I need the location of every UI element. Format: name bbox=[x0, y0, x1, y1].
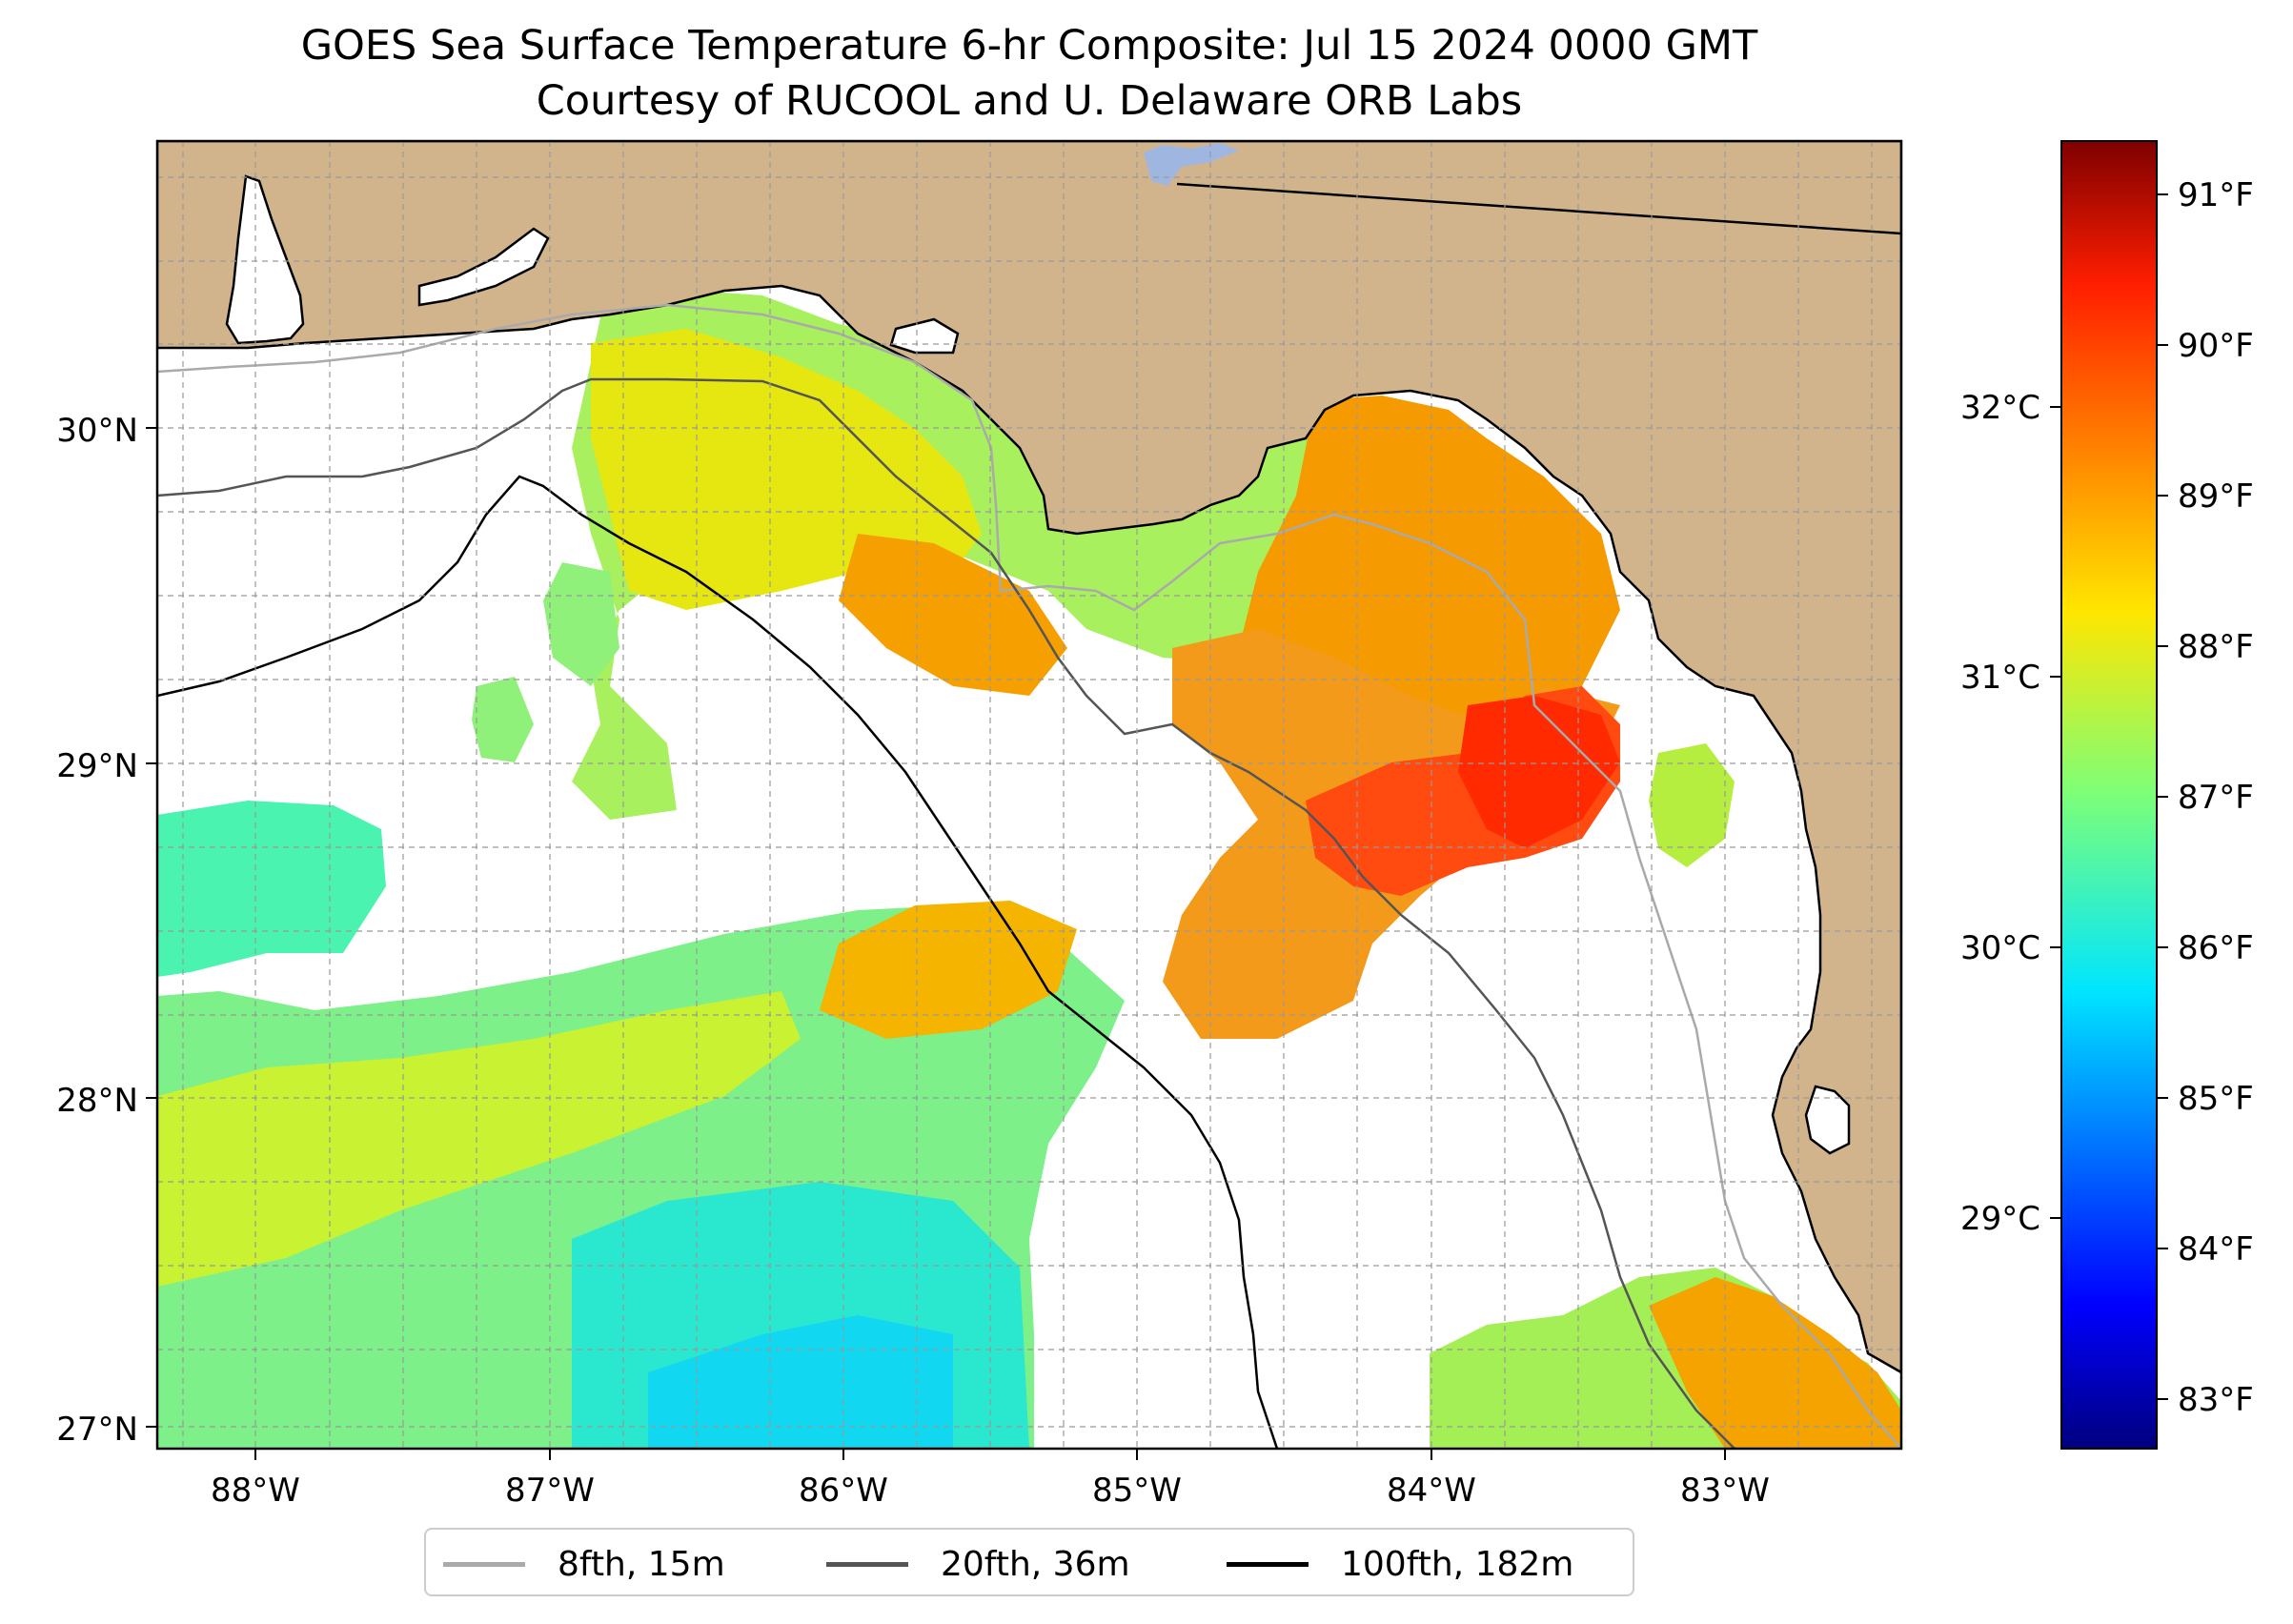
sst-small-green bbox=[472, 677, 534, 762]
legend-item-100fth: 100fth, 182m bbox=[1227, 1530, 1573, 1598]
legend-label-100fth: 100fth, 182m bbox=[1341, 1544, 1574, 1584]
legend-swatch-100fth bbox=[1227, 1561, 1309, 1567]
tick-marks bbox=[146, 427, 1726, 1460]
legend: 8fth, 15m 20fth, 36m 100fth, 182m bbox=[424, 1528, 1634, 1596]
colorbar bbox=[2060, 140, 2158, 1450]
gridlines bbox=[157, 141, 1901, 1449]
state-boundary bbox=[1176, 182, 1901, 235]
contour-100fth bbox=[157, 475, 1279, 1449]
contour-20fth bbox=[157, 377, 1735, 1449]
sst-south-yellow bbox=[157, 991, 801, 1287]
lat-label-28n: 28°N bbox=[56, 1082, 138, 1120]
contour-8fth bbox=[157, 303, 1901, 1449]
chart-subtitle: Courtesy of RUCOOL and U. Delaware ORB L… bbox=[536, 77, 1523, 125]
lake bbox=[1144, 143, 1239, 186]
sst-hotspot bbox=[1458, 696, 1620, 848]
cbar-f-87: 87°F bbox=[2178, 779, 2254, 817]
lon-label-83w: 83°W bbox=[1680, 1472, 1770, 1510]
lon-label-87w: 87°W bbox=[505, 1472, 595, 1510]
lat-label-30n: 30°N bbox=[56, 412, 138, 450]
cbar-f-91: 91°F bbox=[2178, 176, 2254, 214]
cbar-f-86: 86°F bbox=[2178, 929, 2254, 967]
sst-mid-orange bbox=[820, 901, 1077, 1039]
legend-item-20fth: 20fth, 36m bbox=[826, 1530, 1130, 1598]
legend-label-8fth: 8fth, 15m bbox=[558, 1544, 725, 1584]
colorbar-ticks bbox=[2050, 193, 2168, 1400]
cbar-f-83: 83°F bbox=[2178, 1381, 2254, 1419]
sst-central-orange bbox=[839, 534, 1067, 696]
cbar-c-32: 32°C bbox=[1960, 389, 2040, 427]
tampa-bay bbox=[1804, 1085, 1851, 1155]
lon-label-88w: 88°W bbox=[211, 1472, 300, 1510]
legend-label-20fth: 20fth, 36m bbox=[941, 1544, 1130, 1584]
map-area bbox=[157, 141, 1901, 1449]
cbar-f-89: 89°F bbox=[2178, 477, 2254, 516]
legend-swatch-8fth bbox=[443, 1561, 525, 1567]
lat-label-29n: 29°N bbox=[56, 747, 138, 785]
map-frame bbox=[155, 139, 1903, 1451]
legend-item-8fth: 8fth, 15m bbox=[443, 1530, 725, 1598]
mobile-bay bbox=[225, 174, 305, 345]
sst-south-cyan2 bbox=[648, 1315, 953, 1449]
cbar-f-84: 84°F bbox=[2178, 1230, 2254, 1269]
lat-label-27n: 27°N bbox=[56, 1411, 138, 1449]
cbar-c-30: 30°C bbox=[1960, 929, 2040, 967]
apalachicola-bay bbox=[889, 317, 960, 355]
chart-title: GOES Sea Surface Temperature 6-hr Compos… bbox=[300, 22, 1758, 70]
cbar-f-88: 88°F bbox=[2178, 628, 2254, 666]
legend-swatch-20fth bbox=[826, 1561, 908, 1567]
cbar-f-85: 85°F bbox=[2178, 1080, 2254, 1118]
sst-se-orange bbox=[1649, 1277, 1901, 1449]
cbar-c-31: 31°C bbox=[1960, 659, 2040, 697]
cbar-f-90: 90°F bbox=[2178, 327, 2254, 365]
lon-label-85w: 85°W bbox=[1092, 1472, 1182, 1510]
cbar-c-29: 29°C bbox=[1960, 1200, 2040, 1238]
lon-label-84w: 84°W bbox=[1387, 1472, 1476, 1510]
sst-west-cyan bbox=[157, 801, 386, 977]
sst-east-green-blob bbox=[1649, 743, 1735, 867]
lon-label-86w: 86°W bbox=[799, 1472, 888, 1510]
sst-field bbox=[157, 291, 1901, 1449]
sst-west-green-blob bbox=[543, 562, 619, 686]
